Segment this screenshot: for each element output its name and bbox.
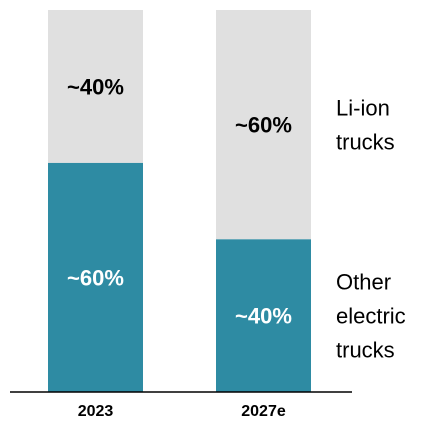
bars-layer [48,10,311,392]
bar-2023-other-electric-trucks [48,162,143,392]
legend-label-other-electric-trucks: Other electric trucks [336,270,406,363]
value-label-2027e-other-electric-trucks: ~40% [235,304,292,329]
legend-label-line: trucks [336,338,395,363]
bar-2027e-other-electric-trucks [216,239,311,392]
x-tick-labels: 2023 2027e [78,403,286,420]
legend-label-line: Other [336,270,391,295]
legend-label-line: electric [336,304,406,329]
legend: Other electric trucks Li-ion trucks [336,96,406,363]
legend-label-line: trucks [336,130,395,155]
value-label-2027e-li-ion-trucks: ~60% [235,113,292,138]
value-labels-layer: ~60% ~40% ~40% ~60% [67,74,292,328]
value-label-2023-li-ion-trucks: ~40% [67,74,124,99]
legend-label-li-ion-trucks: Li-ion trucks [336,96,395,155]
x-tick-label-2027e: 2027e [241,403,286,420]
value-label-2023-other-electric-trucks: ~60% [67,265,124,290]
bar-2027e-li-ion-trucks [216,10,311,240]
legend-label-line: Li-ion [336,96,390,121]
bar-2023-li-ion-trucks [48,10,143,163]
x-tick-label-2023: 2023 [78,403,114,420]
